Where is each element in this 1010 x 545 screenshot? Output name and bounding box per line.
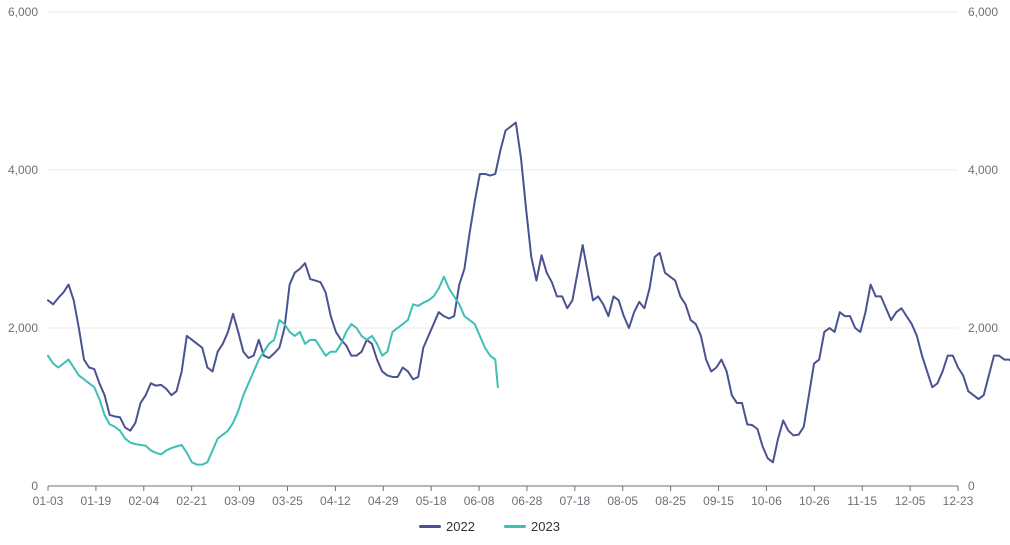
legend-item-2023[interactable]: 2023 [504, 519, 560, 534]
x-tick-label: 11-15 [847, 494, 877, 508]
series-line-2022[interactable] [47, 121, 1010, 464]
legend[interactable]: 2022 2023 [419, 519, 560, 534]
x-tick-label: 06-08 [464, 494, 495, 508]
legend-swatch-2023 [504, 525, 526, 528]
x-tick-label: 01-19 [81, 494, 112, 508]
legend-swatch-2022 [419, 525, 441, 528]
legend-label-2023: 2023 [531, 519, 560, 534]
y-tick-label-left: 6,000 [8, 5, 38, 19]
x-tick-label: 02-04 [128, 494, 159, 508]
y-tick-label-left: 2,000 [8, 321, 38, 335]
y-tick-label-left: 4,000 [8, 163, 38, 177]
x-tick-label: 06-28 [512, 494, 543, 508]
x-tick-label: 05-18 [416, 494, 447, 508]
x-tick-label: 03-09 [224, 494, 255, 508]
y-tick-label-right: 6,000 [968, 5, 998, 19]
legend-item-2022[interactable]: 2022 [419, 519, 475, 534]
series-lines [47, 121, 1010, 466]
x-tick-label: 09-15 [703, 494, 734, 508]
grid-lines [48, 11, 958, 329]
x-tick-label: 04-12 [320, 494, 351, 508]
x-tick-label: 08-05 [607, 494, 638, 508]
x-tick-label: 10-26 [799, 494, 830, 508]
x-tick-label: 02-21 [176, 494, 207, 508]
y-tick-label-right: 0 [968, 479, 975, 493]
y-tick-label-right: 2,000 [968, 321, 998, 335]
x-tick-label: 07-18 [559, 494, 590, 508]
x-tick-label: 08-25 [655, 494, 686, 508]
x-tick-label: 12-05 [895, 494, 926, 508]
legend-label-2022: 2022 [446, 519, 475, 534]
x-tick-label: 01-03 [33, 494, 64, 508]
x-tick-label: 04-29 [368, 494, 399, 508]
x-tick-label: 12-23 [943, 494, 974, 508]
x-axis-ticks: 01-03 01-19 02-04 02-21 03-09 03-25 04-12 04-29… [33, 486, 974, 508]
y-tick-label-right: 4,000 [968, 163, 998, 177]
x-tick-label: 03-25 [272, 494, 303, 508]
series-line-2023[interactable] [47, 275, 499, 466]
x-tick-label: 10-06 [751, 494, 782, 508]
y-axis-ticks: 0 0 2,000 2,000 4,000 4,000 6,000 6,000 [8, 5, 998, 493]
y-tick-label-left: 0 [31, 479, 38, 493]
